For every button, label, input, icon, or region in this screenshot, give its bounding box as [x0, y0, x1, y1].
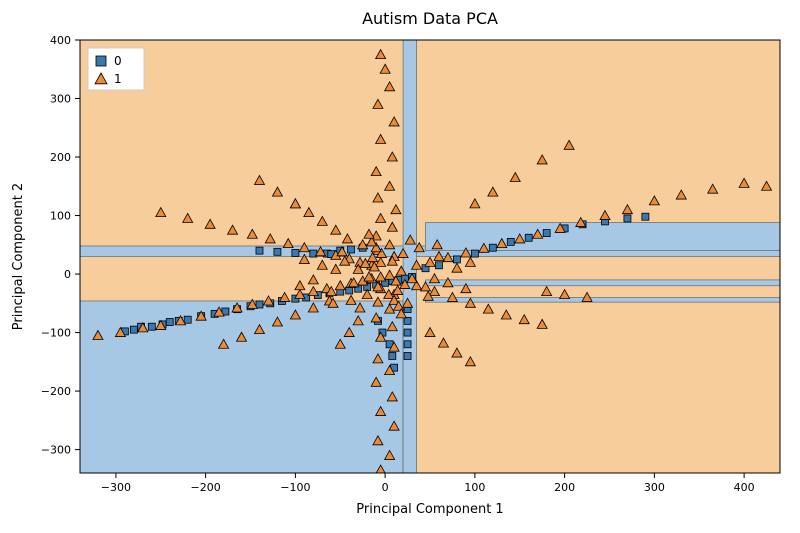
- point-square: [404, 317, 411, 324]
- point-square: [489, 244, 496, 251]
- chart-title: Autism Data PCA: [362, 9, 498, 28]
- point-square: [453, 256, 460, 263]
- point-square: [507, 238, 514, 245]
- ytick-label: −100: [41, 327, 71, 340]
- point-square: [148, 323, 155, 330]
- y-axis-label: Principal Component 2: [11, 183, 26, 330]
- ytick-label: 400: [50, 34, 71, 47]
- xtick-label: −300: [101, 481, 131, 494]
- xtick-label: 400: [734, 481, 755, 494]
- point-square: [642, 213, 649, 220]
- ytick-label: −300: [41, 444, 71, 457]
- legend-marker-square: [96, 56, 106, 66]
- legend-item-label: 1: [114, 72, 122, 86]
- xtick-label: −200: [191, 481, 221, 494]
- point-square: [292, 249, 299, 256]
- point-square: [256, 301, 263, 308]
- ytick-label: −200: [41, 385, 71, 398]
- point-square: [471, 250, 478, 257]
- point-square: [346, 287, 353, 294]
- ytick-label: 200: [50, 151, 71, 164]
- point-square: [130, 326, 137, 333]
- point-square: [543, 230, 550, 237]
- ytick-label: 0: [64, 268, 71, 281]
- pca-scatter-chart: −300−200−1000100200300400−300−200−100010…: [0, 0, 800, 533]
- ytick-label: 300: [50, 93, 71, 106]
- decision-region: [426, 223, 780, 251]
- point-square: [624, 215, 631, 222]
- xtick-label: 200: [554, 481, 575, 494]
- chart-container: −300−200−1000100200300400−300−200−100010…: [0, 0, 800, 533]
- point-square: [274, 248, 281, 255]
- decision-region: [426, 280, 780, 286]
- x-axis-label: Principal Component 1: [356, 502, 503, 517]
- xtick-label: 100: [464, 481, 485, 494]
- xtick-label: −100: [280, 481, 310, 494]
- decision-region: [80, 301, 403, 473]
- xtick-label: 0: [382, 481, 389, 494]
- decision-region: [426, 297, 780, 302]
- legend-item-label: 0: [114, 54, 122, 68]
- point-square: [389, 352, 396, 359]
- point-square: [256, 247, 263, 254]
- plot-area: [80, 40, 780, 474]
- point-square: [184, 316, 191, 323]
- point-square: [348, 246, 355, 253]
- legend: 01: [88, 48, 144, 90]
- point-square: [166, 319, 173, 326]
- point-square: [435, 262, 442, 269]
- point-square: [404, 352, 411, 359]
- point-square: [404, 329, 411, 336]
- point-square: [404, 341, 411, 348]
- ytick-label: 100: [50, 210, 71, 223]
- xtick-label: 300: [644, 481, 665, 494]
- point-square: [525, 234, 532, 241]
